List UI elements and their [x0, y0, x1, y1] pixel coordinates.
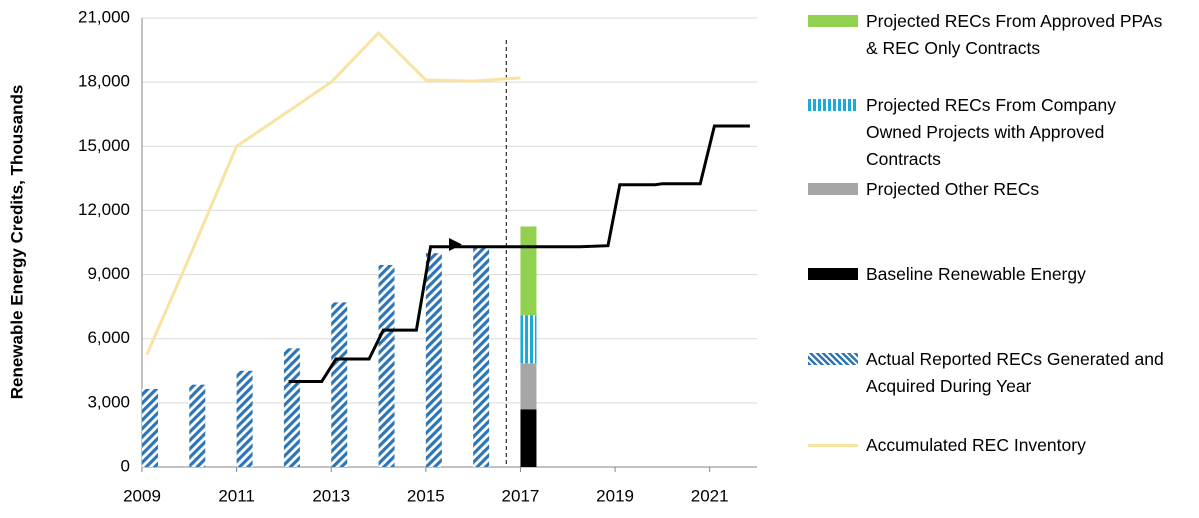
legend-label: Projected RECs From Company Owned Projec…	[866, 95, 1116, 169]
bar	[283, 348, 300, 467]
legend-item: Projected RECs From Company Owned Projec…	[808, 92, 1198, 173]
y-tick-label: 21,000	[78, 7, 130, 26]
y-axis-label: Renewable Energy Credits, Thousands	[7, 85, 26, 400]
x-tick-label: 2019	[596, 486, 634, 505]
legend-symbol	[808, 183, 858, 195]
legend-item: Projected Other RECs	[808, 176, 1198, 203]
bar	[473, 246, 490, 467]
legend-symbol	[808, 444, 858, 447]
x-tick-label: 2013	[312, 486, 350, 505]
y-tick-label: 15,000	[78, 136, 130, 155]
stack-segment	[520, 363, 537, 410]
x-tick-label: 2015	[407, 486, 445, 505]
bar	[331, 302, 348, 467]
legend-item: Projected RECs From Approved PPAs & REC …	[808, 8, 1198, 62]
bar	[425, 253, 442, 467]
legend-label: Accumulated REC Inventory	[866, 435, 1086, 455]
stack-segment	[520, 409, 537, 467]
y-tick-label: 12,000	[78, 200, 130, 219]
y-tick-label: 3,000	[87, 392, 130, 411]
legend-label: Baseline Renewable Energy	[866, 264, 1086, 284]
legend-symbol	[808, 268, 858, 280]
legend-item: Baseline Renewable Energy	[808, 261, 1198, 288]
stack-segment	[520, 315, 537, 364]
bar	[142, 388, 158, 467]
x-tick-label: 2021	[691, 486, 729, 505]
legend-label: Projected Other RECs	[866, 179, 1040, 199]
stack-segment	[520, 226, 537, 316]
bar	[236, 370, 253, 467]
legend-label: Actual Reported RECs Generated and Acqui…	[866, 349, 1164, 396]
y-tick-label: 6,000	[87, 328, 130, 347]
x-tick-label: 2017	[502, 486, 540, 505]
x-tick-label: 2011	[218, 486, 255, 505]
arrow-head	[449, 238, 462, 251]
x-tick-label: 2009	[123, 486, 161, 505]
legend-symbol	[808, 353, 858, 365]
legend-label: Projected RECs From Approved PPAs & REC …	[866, 11, 1163, 58]
bar	[378, 264, 395, 467]
legend-item: Accumulated REC Inventory	[808, 432, 1198, 459]
legend-symbol	[808, 15, 858, 27]
legend-symbol	[808, 99, 858, 111]
y-tick-label: 9,000	[87, 264, 130, 283]
line	[145, 30, 521, 356]
y-tick-label: 0	[121, 456, 130, 475]
y-tick-label: 18,000	[78, 72, 130, 91]
legend-item: Actual Reported RECs Generated and Acqui…	[808, 346, 1198, 400]
line	[288, 124, 750, 383]
bar	[189, 384, 206, 467]
chart: Renewable Energy Credits, Thousands 0 3,0…	[7, 7, 757, 505]
